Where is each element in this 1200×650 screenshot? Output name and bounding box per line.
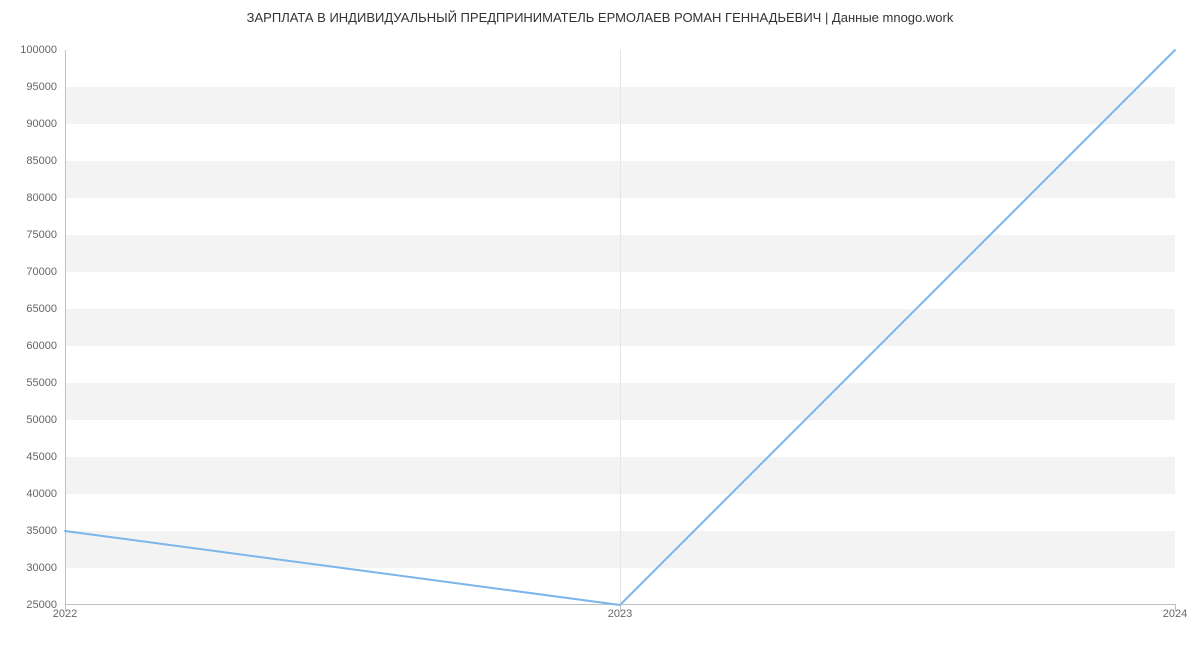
- series-line: [65, 50, 1175, 605]
- y-tick-label: 75000: [7, 229, 57, 241]
- y-tick-label: 65000: [7, 303, 57, 315]
- y-tick-label: 45000: [7, 451, 57, 463]
- y-tick-label: 55000: [7, 377, 57, 389]
- line-layer: [65, 50, 1175, 604]
- x-tick-label: 2023: [608, 608, 632, 620]
- chart-title: ЗАРПЛАТА В ИНДИВИДУАЛЬНЫЙ ПРЕДПРИНИМАТЕЛ…: [0, 0, 1200, 25]
- y-tick-label: 80000: [7, 192, 57, 204]
- y-tick-label: 25000: [7, 599, 57, 611]
- x-tick-label: 2022: [53, 608, 77, 620]
- y-tick-label: 100000: [7, 44, 57, 56]
- y-tick-label: 60000: [7, 340, 57, 352]
- x-tick-label: 2024: [1163, 608, 1187, 620]
- y-tick-label: 40000: [7, 488, 57, 500]
- y-tick-label: 70000: [7, 266, 57, 278]
- y-tick-label: 35000: [7, 525, 57, 537]
- salary-chart: ЗАРПЛАТА В ИНДИВИДУАЛЬНЫЙ ПРЕДПРИНИМАТЕЛ…: [0, 0, 1200, 650]
- y-tick-label: 50000: [7, 414, 57, 426]
- y-tick-label: 85000: [7, 155, 57, 167]
- y-tick-label: 95000: [7, 81, 57, 93]
- y-tick-label: 90000: [7, 118, 57, 130]
- y-tick-label: 30000: [7, 562, 57, 574]
- plot-area: [65, 50, 1175, 605]
